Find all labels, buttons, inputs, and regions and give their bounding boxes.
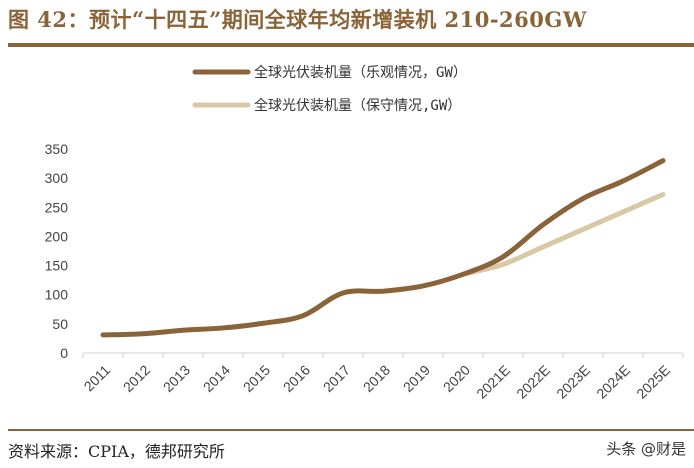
x-tick-label: 2015 bbox=[240, 362, 273, 395]
x-tick-label: 2013 bbox=[160, 362, 193, 395]
figure-title: 图 42：预计“十四五”期间全球年均新增装机 210-260GW bbox=[8, 7, 587, 32]
x-tick-label: 2023E bbox=[553, 362, 593, 402]
watermark: 头条 @财是 bbox=[606, 440, 686, 458]
x-tick-label: 2012 bbox=[120, 362, 153, 395]
x-tick-label: 2025E bbox=[633, 362, 673, 402]
x-tick-label: 2024E bbox=[593, 362, 633, 402]
x-tick-label: 2020 bbox=[440, 362, 473, 395]
source-note: 资料来源：CPIA，德邦研究所 bbox=[8, 442, 225, 461]
bottom-rule bbox=[8, 429, 694, 431]
y-tick-label: 300 bbox=[45, 170, 69, 186]
x-tick-label: 2019 bbox=[400, 362, 433, 395]
y-tick-label: 200 bbox=[45, 228, 69, 244]
x-tick-label: 2021E bbox=[473, 362, 513, 402]
top-rule bbox=[8, 43, 694, 47]
y-tick-label: 0 bbox=[60, 345, 68, 361]
series-line-0 bbox=[100, 158, 666, 338]
x-tick-label: 2018 bbox=[360, 362, 393, 395]
x-tick-label: 2011 bbox=[81, 362, 114, 395]
x-tick-label: 2017 bbox=[320, 362, 353, 395]
y-tick-label: 350 bbox=[45, 141, 69, 157]
series-line-1 bbox=[460, 191, 666, 277]
x-tick-label: 2016 bbox=[280, 362, 313, 395]
legend-label-1: 全球光伏装机量（保守情况,GW） bbox=[254, 97, 461, 114]
y-tick-label: 150 bbox=[45, 258, 69, 274]
y-tick-label: 100 bbox=[45, 287, 69, 303]
y-tick-label: 50 bbox=[52, 316, 68, 332]
legend-label-0: 全球光伏装机量（乐观情况，GW） bbox=[254, 64, 467, 81]
x-tick-label: 2014 bbox=[200, 362, 233, 395]
x-tick-label: 2022E bbox=[513, 362, 553, 402]
y-tick-label: 250 bbox=[45, 199, 69, 215]
